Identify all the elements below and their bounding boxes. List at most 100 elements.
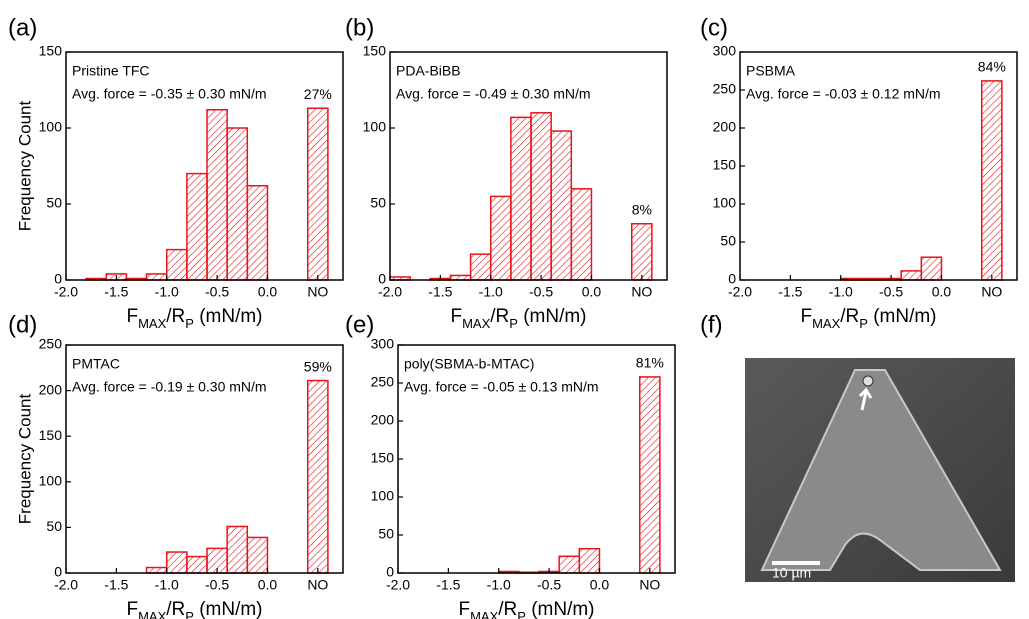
panel-label: (f)	[700, 311, 723, 338]
y-tick-label: 100	[39, 119, 63, 135]
annotation: Avg. force = -0.03 ± 0.12 mN/m	[746, 86, 941, 102]
no-percent-label: 8%	[632, 201, 652, 217]
no-adhesion-bar	[980, 80, 1003, 281]
bar	[530, 112, 552, 281]
panel-label: (c)	[700, 14, 728, 41]
annotation: Avg. force = -0.49 ± 0.30 mN/m	[396, 86, 591, 102]
x-tick-label: 0.0	[582, 284, 602, 300]
y-tick-label: 200	[39, 381, 63, 397]
x-tick-label: -0.5	[537, 577, 561, 593]
x-tick-label: NO	[631, 284, 652, 300]
x-axis-label-part: F	[800, 306, 812, 327]
x-axis-label-part: (mN/m)	[868, 306, 937, 327]
x-axis-label-part: /R	[166, 599, 185, 619]
x-axis-label-part: P	[517, 609, 526, 619]
x-axis-label-part: F	[126, 306, 138, 327]
x-axis-label-part: F	[126, 599, 138, 619]
x-axis-label-part: /R	[490, 306, 509, 327]
x-axis-label-part: F	[450, 306, 462, 327]
x-tick-label: 0.0	[258, 284, 278, 300]
x-tick-label: -0.5	[205, 284, 229, 300]
x-tick-label: 0.0	[590, 577, 610, 593]
panel-label: (a)	[8, 14, 37, 41]
x-tick-label: -2.0	[386, 577, 410, 593]
x-axis-label: FMAX/RP (mN/m)	[458, 599, 594, 619]
bar	[489, 195, 512, 281]
histogram-panel: (b) 8% 0 50 100 150 -2.0 -1.5 -1.0 -0.5 0.0 NO PDA-B…	[345, 14, 668, 331]
y-tick-label: 0	[54, 271, 62, 287]
x-axis-label-part: /R	[498, 599, 517, 619]
x-axis-label-part: (mN/m)	[194, 599, 263, 619]
y-tick-label: 150	[363, 43, 387, 59]
histogram-panel: (a) 27% 0 50 100 150 -2.0 -1.5 -1.0 -0.5 0.0 NO Pris…	[8, 14, 344, 331]
x-axis-label-part: P	[185, 316, 194, 331]
y-tick-label: 50	[370, 195, 386, 211]
y-tick-label: 100	[371, 488, 395, 504]
x-axis-label-part: MAX	[138, 316, 167, 331]
x-tick-label: NO	[307, 577, 328, 593]
no-percent-label: 81%	[636, 355, 664, 371]
bar	[578, 547, 601, 574]
plot-frame	[65, 51, 344, 281]
no-adhesion-bar	[306, 379, 329, 574]
bar	[900, 270, 923, 281]
x-axis-label: FMAX/RP (mN/m)	[126, 599, 262, 619]
cantilever	[760, 369, 1002, 571]
y-tick-label: 300	[371, 336, 395, 352]
x-axis-label-part: P	[859, 316, 868, 331]
x-axis-label-part: MAX	[138, 609, 167, 619]
bar	[165, 551, 188, 574]
annotation: PDA-BiBB	[396, 63, 461, 79]
y-tick-label: 150	[371, 450, 395, 466]
x-axis-label-part: MAX	[470, 609, 499, 619]
x-tick-label: -1.5	[104, 284, 128, 300]
x-tick-label: -2.0	[728, 284, 752, 300]
x-tick-label: -1.0	[487, 577, 511, 593]
x-tick-label: -1.0	[155, 284, 179, 300]
y-tick-label: 100	[39, 473, 63, 489]
y-axis-label: Frequency Count	[15, 101, 34, 232]
x-tick-label: -1.5	[428, 284, 452, 300]
histogram-panel: (d) 59% 0 50 100 150 200 250 -2.0 -1.5 -1.0 -0.5 0.0…	[8, 311, 344, 619]
x-axis-label-part: P	[185, 609, 194, 619]
y-tick-label: 300	[713, 43, 737, 59]
annotation: Avg. force = -0.19 ± 0.30 mN/m	[72, 379, 267, 395]
histogram-panel: (c) 84% 0 50 100 150 200 250 300 -2.0 -1.5 -1.0 -0.5…	[700, 14, 1018, 331]
x-tick-label: -1.0	[829, 284, 853, 300]
y-tick-label: 250	[39, 336, 63, 352]
annotation: PSBMA	[746, 63, 796, 79]
x-tick-label: -0.5	[529, 284, 553, 300]
bar	[145, 566, 168, 574]
x-tick-label: -1.5	[778, 284, 802, 300]
y-tick-label: 50	[46, 518, 62, 534]
bar	[246, 185, 269, 281]
x-axis-label-part: (mN/m)	[526, 599, 595, 619]
arrow	[858, 387, 873, 411]
sem-image-panel: (f) 10 µm	[700, 311, 1015, 582]
x-tick-label: -2.0	[378, 284, 402, 300]
y-tick-label: 150	[39, 427, 63, 443]
y-tick-label: 150	[39, 43, 63, 59]
annotation: PMTAC	[72, 356, 120, 372]
scale-bar-label: 10 µm	[772, 565, 811, 581]
particle	[862, 375, 874, 387]
bar	[570, 188, 593, 281]
annotation: Avg. force = -0.35 ± 0.30 mN/m	[72, 86, 267, 102]
histogram-panel: (e) 81% 0 50 100 150 200 250 300 -2.0 -1.5 -1.0 -0.5…	[345, 311, 676, 619]
y-tick-label: 0	[728, 271, 736, 287]
y-tick-label: 150	[713, 157, 737, 173]
y-tick-label: 50	[46, 195, 62, 211]
no-adhesion-bar	[306, 107, 329, 281]
x-axis-label-part: MAX	[812, 316, 841, 331]
bar	[550, 130, 573, 281]
panel-label: (b)	[345, 14, 374, 41]
x-axis-label: FMAX/RP (mN/m)	[800, 306, 936, 331]
bar	[920, 256, 943, 281]
x-axis-label: FMAX/RP (mN/m)	[126, 306, 262, 331]
annotation: Pristine TFC	[72, 63, 150, 79]
plot-frame	[389, 51, 668, 281]
x-tick-label: NO	[307, 284, 328, 300]
x-tick-label: -1.5	[104, 577, 128, 593]
x-axis-label-part: /R	[840, 306, 859, 327]
